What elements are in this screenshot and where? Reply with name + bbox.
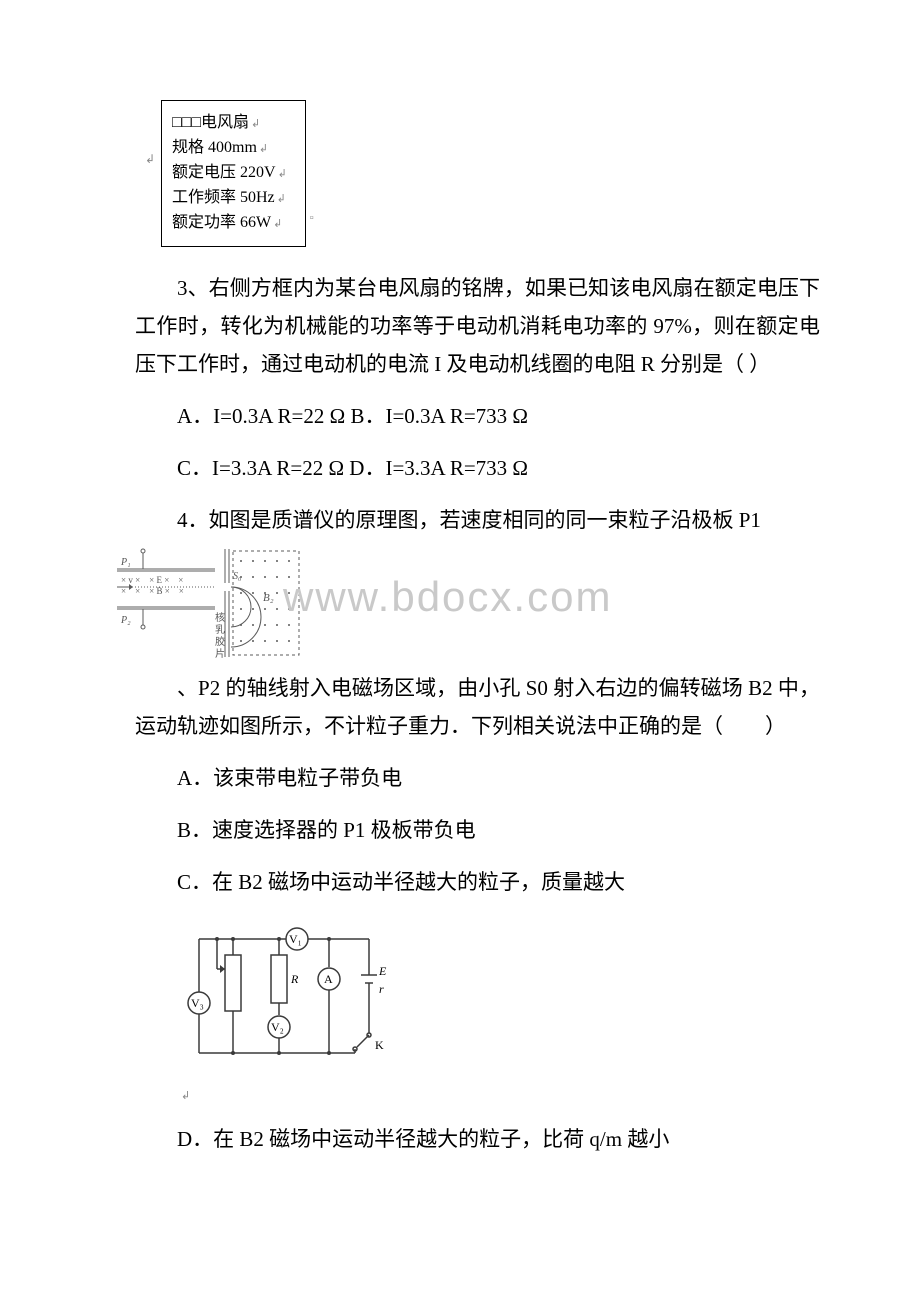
return-glyph: ↲ [278,168,287,180]
svg-text:片: 片 [215,647,225,660]
svg-text:× v × × E × ×: × v × × E × × [121,575,183,585]
svg-text:A: A [324,972,333,986]
return-glyph: ↲ [277,193,286,205]
nameplate-text: 规格 400mm [172,139,257,156]
return-glyph: ↲ [273,218,282,230]
q4-diagram: P₁ P₂ × v × × E × × × × × B × × [107,543,820,663]
svg-text:K: K [375,1038,384,1052]
svg-text:R: R [290,972,299,986]
q3-stem: 3、右侧方框内为某台电风扇的铭牌，如果已知该电风扇在额定电压下工作时，转化为机械… [135,269,820,383]
return-glyph: ↲ [259,143,268,155]
nameplate-text: □□□电风扇 [172,114,249,131]
q3-options-row1: A．I=0.3A R=22 Ω B．I=0.3A R=733 Ω [135,397,820,435]
q4-option-d: D．在 B2 磁场中运动半径越大的粒子，比荷 q/m 越小 [135,1120,820,1158]
nameplate-text: 额定电压 220V [172,164,276,181]
circuit-diagram: V₃ V₁ E r K [179,915,820,1075]
nameplate-text: 额定功率 66W [172,214,271,231]
circuit-tail-glyph: ↲ [181,1089,820,1102]
q4-figure-row: P₁ P₂ × v × × E × × × × × B × × [135,543,820,663]
svg-text:乳: 乳 [215,623,225,636]
q4-stem-part1: 4．如图是质谱仪的原理图，若速度相同的同一束粒子沿极板 P1 [135,501,820,539]
svg-text:B₂: B₂ [263,592,274,604]
q4-option-b: B．速度选择器的 P1 极板带负电 [135,811,820,849]
q4-option-a: A．该束带电粒子带负电 [135,759,820,797]
q3-options-row2: C．I=3.3A R=22 Ω D．I=3.3A R=733 Ω [135,449,820,487]
svg-text:P₁: P₁ [120,557,131,568]
nameplate-line: 规格 400mm↲ [172,136,287,161]
return-glyph: ↲ [251,118,260,130]
svg-text:V₂: V₂ [271,1020,284,1034]
nameplate-box: □□□电风扇↲ 规格 400mm↲ 额定电压 220V↲ 工作频率 50Hz↲ … [161,100,306,247]
svg-text:E: E [378,964,387,978]
nameplate-line: 工作频率 50Hz↲ [172,186,287,211]
nameplate-container: ↲ □□□电风扇↲ 规格 400mm↲ 额定电压 220V↲ 工作频率 50Hz… [145,100,820,247]
mass-spectrometer-icon: P₁ P₂ × v × × E × × × × × B × × [107,543,307,663]
q4-stem-part2: 、P2 的轴线射入电磁场区域，由小孔 S0 射入右边的偏转磁场 B2 中，运动轨… [135,669,820,745]
nameplate-trailing-glyph: ▫ [310,212,314,224]
nameplate-line: 额定功率 66W↲ [172,211,287,236]
svg-text:胶: 胶 [215,635,225,648]
nameplate-line: □□□电风扇↲ [172,111,287,136]
svg-text:V₃: V₃ [191,996,204,1010]
nameplate-text: 工作频率 50Hz [172,189,275,206]
svg-text:V₁: V₁ [289,932,302,946]
circuit-icon: V₃ V₁ E r K [179,915,399,1075]
svg-text:r: r [379,982,384,996]
nameplate-line: 额定电压 220V↲ [172,161,287,186]
svg-text:核: 核 [215,611,225,624]
nameplate-leading-glyph: ↲ [145,152,155,167]
svg-text:P₂: P₂ [120,615,131,626]
q4-option-c: C．在 B2 磁场中运动半径越大的粒子，质量越大 [135,863,820,901]
